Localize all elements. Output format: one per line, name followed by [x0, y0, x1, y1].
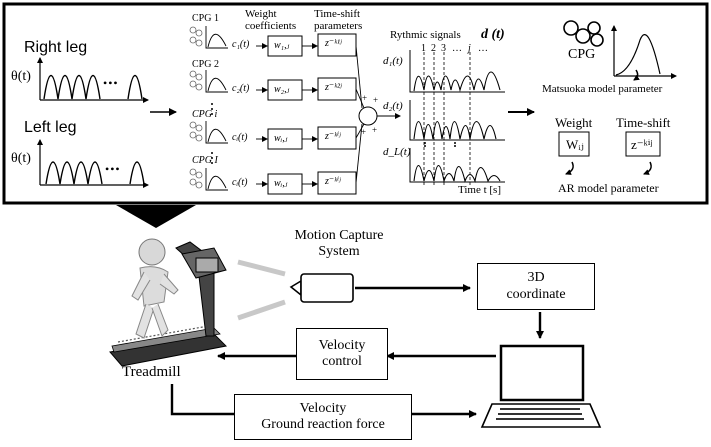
- signal-index-j: j: [468, 43, 471, 54]
- cpg-1-output: c₁(t): [232, 39, 250, 50]
- right-leg-label: Right leg: [24, 39, 88, 56]
- weight-2: w₂,ⱼ: [274, 84, 290, 95]
- dL-label: d_L(t): [383, 146, 411, 158]
- time-axis-label: Time t [s]: [458, 184, 501, 196]
- right-leg-dots: • • •: [103, 76, 118, 90]
- shift-I: z⁻ᵏⁱʲ: [325, 176, 341, 187]
- cpg-I-label: CPG I: [192, 155, 218, 166]
- coordinate-box: 3D coordinate: [477, 263, 595, 310]
- sum-plus-sign: +: [361, 127, 367, 137]
- right-leg-plot: [37, 57, 149, 103]
- person-on-treadmill-illustration: [109, 238, 228, 367]
- callout-pointer: [116, 205, 196, 228]
- signal-index-1: 1: [421, 43, 426, 54]
- camera-icon: [289, 273, 354, 303]
- motion-capture-label: Motion Capture System: [294, 228, 384, 260]
- right-leg-theta-label: θ(t): [11, 69, 31, 84]
- feedback-box: Velocity Ground reaction force: [234, 394, 412, 440]
- wij-symbol: Wᵢⱼ: [566, 137, 584, 152]
- signal-index-ellipsis: …: [478, 43, 488, 54]
- zkij-symbol: z⁻ᵏⁱʲ: [631, 137, 653, 152]
- time-shift-parameters-header: Time-shift parameters: [314, 8, 363, 32]
- sum-plus-sign: +: [373, 95, 379, 105]
- cpg-2-output: c₂(t): [232, 83, 250, 94]
- cpg-i-output: cᵢ(t): [232, 132, 248, 143]
- cpg-title: CPG: [568, 47, 596, 62]
- flow-arrows: [170, 284, 544, 418]
- weight-i: wᵢ,ⱼ: [274, 133, 288, 144]
- rhythmic-signals-title: Rythmic signals: [390, 29, 461, 41]
- weight-1: w₁,ⱼ: [274, 40, 290, 51]
- curved-arrow-icon: [643, 161, 652, 175]
- left-leg-plot: [37, 139, 149, 188]
- weight-coefficients-header: Weight coefficients: [245, 8, 297, 32]
- treadmill-label: Treadmill: [122, 364, 181, 380]
- d2-label: d₂(t): [383, 100, 403, 112]
- velocity-control-box: Velocity control: [296, 328, 388, 380]
- laptop-icon: [480, 344, 602, 428]
- ar-model-label: AR model parameter: [558, 181, 659, 195]
- cpg-i-label: CPG i: [192, 109, 218, 120]
- sum-node: [358, 106, 378, 126]
- cpg-2-label: CPG 2: [192, 59, 219, 70]
- matsuoka-waveform: [611, 25, 677, 79]
- signal-index-2: 2: [431, 43, 436, 54]
- rhythmic-signal-plots: [409, 50, 505, 186]
- cpg-I-output: cᵢ(t): [232, 177, 248, 188]
- shift-2: z⁻ᵏ²ʲ: [325, 82, 342, 93]
- sum-plus-sign: +: [372, 125, 378, 135]
- weight-box: [558, 131, 590, 157]
- curved-arrow-icon: [565, 161, 574, 175]
- d1-label: d₁(t): [383, 55, 403, 67]
- cpg-bank: [189, 26, 401, 195]
- signal-index-ellipsis: …: [452, 43, 462, 54]
- camera-view-lines: [237, 259, 286, 321]
- rhythmic-d-t-label: d (t): [481, 27, 505, 42]
- sum-plus-sign: +: [362, 93, 368, 103]
- timeshift-box: [625, 131, 661, 157]
- time-shift-title: Time-shift: [616, 115, 671, 130]
- left-leg-dots: • • •: [105, 162, 120, 176]
- left-leg-theta-label: θ(t): [11, 151, 31, 166]
- shift-i: z⁻ᵏⁱʲ: [325, 131, 341, 142]
- weight-title: Weight: [555, 115, 593, 130]
- matsuoka-label: Matsuoka model parameter: [542, 83, 663, 95]
- cpg-1-label: CPG 1: [192, 13, 219, 24]
- oscillator-icon: [189, 26, 203, 189]
- shift-1: z⁻ᵏ¹ʲ: [325, 38, 342, 49]
- curved-arrow-icon: [633, 69, 640, 81]
- left-leg-label: Left leg: [24, 119, 77, 136]
- cpg-oscillator-icon: [563, 20, 604, 47]
- weight-I: wᵢ,ⱼ: [274, 178, 288, 189]
- signal-index-3: 3: [441, 43, 446, 54]
